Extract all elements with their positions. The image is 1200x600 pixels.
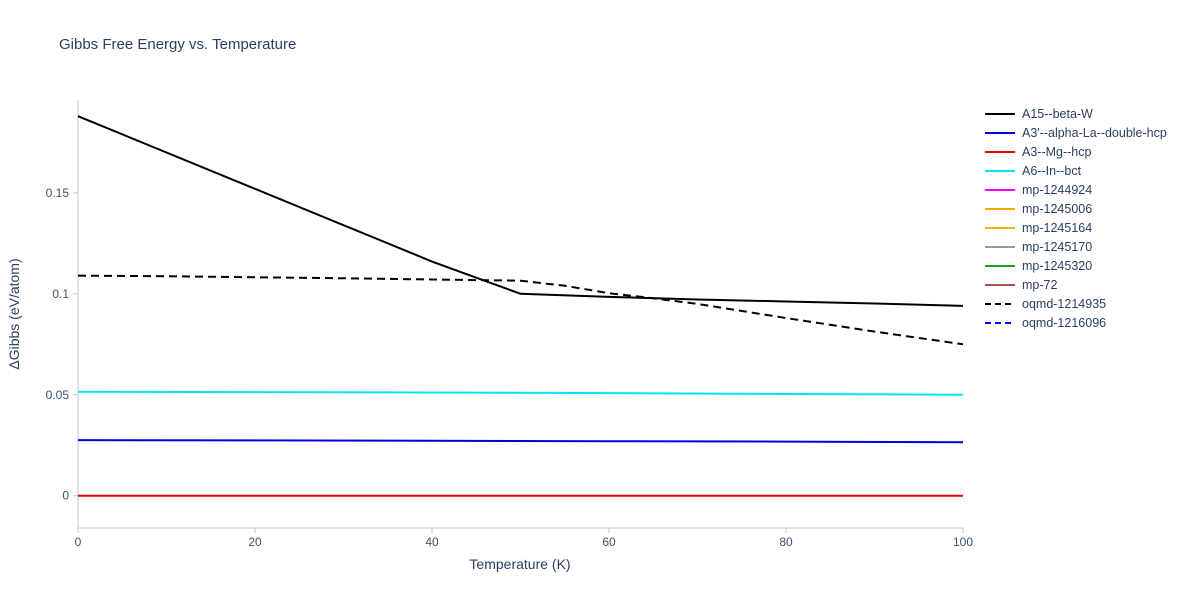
legend-label: mp-1245320 [1022, 258, 1093, 273]
chart-title: Gibbs Free Energy vs. Temperature [59, 36, 297, 53]
legend-label: mp-1245006 [1022, 201, 1093, 216]
legend-label: mp-1245164 [1022, 220, 1093, 235]
legend-item[interactable]: mp-1245164 [985, 218, 1167, 237]
x-tick-label: 60 [602, 535, 616, 549]
legend-line-sample-icon [985, 150, 1015, 153]
x-tick-label: 100 [953, 535, 973, 549]
series-line [77, 390, 964, 396]
legend-line-sample-icon [985, 321, 1015, 324]
legend-item[interactable]: mp-1245006 [985, 199, 1167, 218]
legend-line-sample-icon [985, 302, 1015, 305]
x-axis-label: Temperature (K) [469, 556, 571, 572]
series-line [77, 115, 964, 307]
legend-item[interactable]: A15--beta-W [985, 104, 1167, 123]
y-tick-label: 0.15 [46, 186, 70, 200]
x-tick-label: 40 [425, 535, 439, 549]
legend-item[interactable]: mp-1245320 [985, 256, 1167, 275]
y-tick-label: 0.1 [52, 287, 69, 301]
legend-label: mp-72 [1022, 277, 1058, 292]
y-tick-label: 0.05 [46, 388, 70, 402]
x-tick-label: 80 [779, 535, 793, 549]
legend-item[interactable]: mp-1245170 [985, 237, 1167, 256]
legend-label: A3'--alpha-La--double-hcp [1022, 125, 1167, 140]
legend-item[interactable]: mp-72 [985, 275, 1167, 294]
legend-label: A15--beta-W [1022, 106, 1093, 121]
legend-line-sample-icon [985, 226, 1015, 229]
legend: A15--beta-W A3'--alpha-La--double-hcp A3--… [985, 104, 1167, 332]
legend-line-sample-icon [985, 188, 1015, 191]
legend-item[interactable]: A3'--alpha-La--double-hcp [985, 123, 1167, 142]
legend-label: oqmd-1214935 [1022, 296, 1107, 311]
y-tick-label: 0 [62, 489, 69, 503]
legend-item[interactable]: oqmd-1216096 [985, 313, 1167, 332]
series-line [77, 274, 964, 346]
x-tick-label: 20 [248, 535, 262, 549]
legend-label: A3--Mg--hcp [1022, 144, 1092, 159]
legend-line-sample-icon [985, 131, 1015, 134]
x-tick-label: 0 [75, 535, 82, 549]
legend-label: mp-1244924 [1022, 182, 1093, 197]
legend-line-sample-icon [985, 245, 1015, 248]
legend-line-sample-icon [985, 264, 1015, 267]
legend-label: oqmd-1216096 [1022, 315, 1107, 330]
legend-line-sample-icon [985, 169, 1015, 172]
legend-item[interactable]: A3--Mg--hcp [985, 142, 1167, 161]
legend-item[interactable]: oqmd-1214935 [985, 294, 1167, 313]
legend-label: A6--In--bct [1022, 163, 1082, 178]
legend-line-sample-icon [985, 112, 1015, 115]
legend-line-sample-icon [985, 283, 1015, 286]
series-line [77, 439, 964, 444]
legend-label: mp-1245170 [1022, 239, 1093, 254]
legend-line-sample-icon [985, 207, 1015, 210]
legend-item[interactable]: A6--In--bct [985, 161, 1167, 180]
legend-item[interactable]: mp-1244924 [985, 180, 1167, 199]
